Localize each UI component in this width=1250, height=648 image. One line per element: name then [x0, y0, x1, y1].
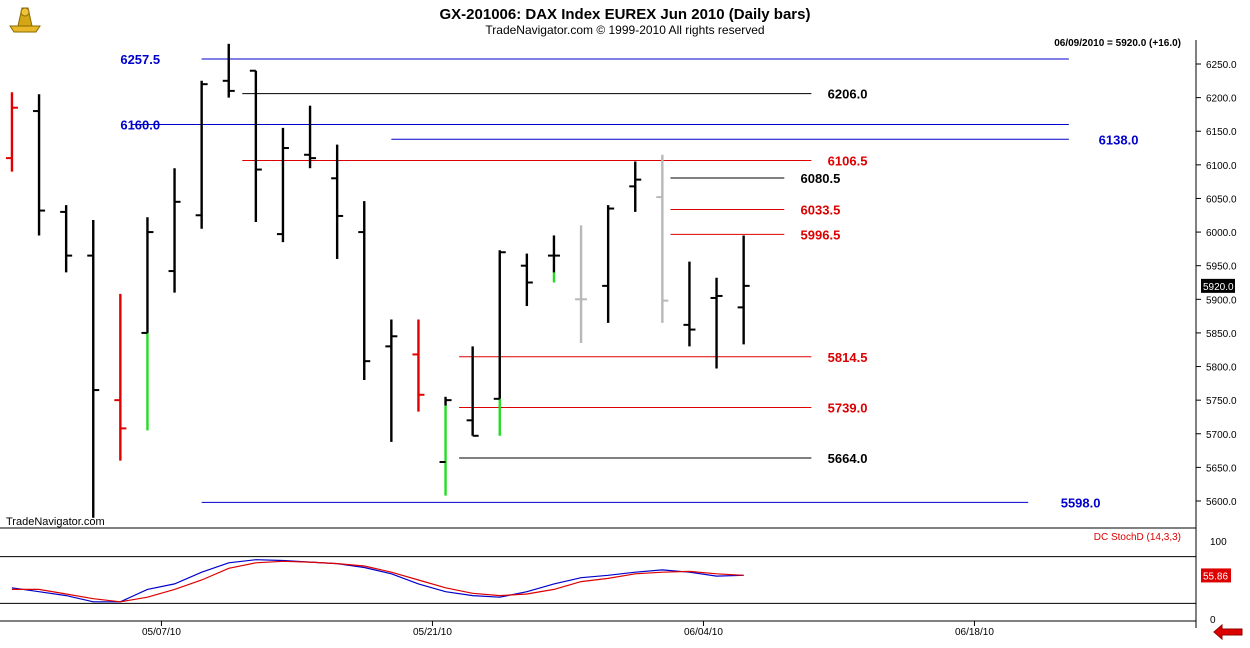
level-label: 6257.5	[120, 52, 160, 67]
price-tick-label: 6150.0	[1206, 127, 1237, 138]
scroll-left-button[interactable]	[1208, 623, 1248, 641]
stoch-tick-label: 0	[1210, 615, 1216, 626]
time-tick-label: 05/07/10	[142, 627, 181, 638]
ohlc-bar	[656, 154, 669, 323]
arrow-left-icon	[1213, 623, 1243, 641]
ohlc-bar	[304, 105, 317, 169]
level-label: 5664.0	[828, 451, 868, 466]
price-tick-label: 6100.0	[1206, 161, 1237, 172]
level-label: 5598.0	[1061, 495, 1101, 510]
price-tick-label: 5900.0	[1206, 295, 1237, 306]
price-tick-label: 5750.0	[1206, 396, 1237, 407]
price-pane: 6250.0 6200.0 6150.0 6100.0 6050.0 6000.0 5950…	[5, 43, 1237, 518]
ohlc-bar	[520, 253, 533, 307]
chart-title: GX-201006: DAX Index EUREX Jun 2010 (Dai…	[440, 6, 811, 23]
level-label: 6138.0	[1099, 132, 1139, 147]
ohlc-bar	[710, 277, 723, 369]
price-tick-label: 6200.0	[1206, 94, 1237, 105]
ohlc-bar	[439, 396, 452, 496]
ohlc-bar	[5, 92, 18, 172]
ohlc-bar	[168, 168, 181, 293]
last-price-box	[1201, 278, 1235, 293]
ohlc-bar	[331, 144, 344, 259]
price-tick-label: 5650.0	[1206, 463, 1237, 474]
time-axis: 05/07/10 05/21/10 06/04/10 06/18/10	[142, 621, 994, 638]
time-tick-label: 06/04/10	[684, 627, 723, 638]
level-label: 6206.0	[828, 87, 868, 102]
app-logo[interactable]	[9, 7, 41, 33]
ohlc-bar	[602, 205, 615, 323]
ohlc-bar	[141, 217, 154, 431]
stoch-line-pct-d	[11, 560, 744, 603]
ohlc-bar	[683, 261, 696, 347]
price-tick-label: 6050.0	[1206, 194, 1237, 205]
level-label: 6080.5	[801, 171, 841, 186]
ohlc-bar	[466, 346, 479, 437]
stoch-last-box	[1201, 568, 1231, 583]
ohlc-bar	[575, 225, 588, 344]
last-quote-text: 06/09/2010 = 5920.0 (+16.0)	[1054, 38, 1181, 49]
price-tick-label: 5700.0	[1206, 430, 1237, 441]
price-tick-label: 5600.0	[1206, 497, 1237, 508]
price-tick-label: 6250.0	[1206, 60, 1237, 71]
ohlc-bar	[87, 219, 100, 518]
level-label: 5996.5	[801, 227, 841, 242]
level-label: 6033.5	[801, 203, 841, 218]
level-label: 6106.5	[828, 153, 868, 168]
ohlc-bar	[33, 94, 46, 236]
watermark-text: TradeNavigator.com	[6, 516, 105, 528]
ohlc-bar	[412, 319, 425, 412]
level-label: 5739.0	[828, 401, 868, 416]
ohlc-bar	[385, 319, 398, 442]
stochastic-pane: 100 0 DC StochD (14,3,3) 55.86	[0, 532, 1231, 626]
time-tick-label: 06/18/10	[955, 627, 994, 638]
ohlc-bar	[737, 235, 750, 345]
ohlc-bar	[249, 69, 262, 222]
price-tick-label: 5950.0	[1206, 262, 1237, 273]
ohlc-bar	[629, 161, 642, 212]
level-label: 5814.5	[828, 350, 868, 365]
ohlc-bar	[547, 235, 560, 283]
time-tick-label: 05/21/10	[413, 627, 452, 638]
ohlc-bar	[493, 250, 506, 436]
stoch-line-pct-k	[11, 559, 744, 603]
last-price-label: 5920.0	[1203, 282, 1234, 293]
ohlc-bar	[60, 205, 73, 273]
level-label: 6160.0	[120, 118, 160, 133]
ohlc-bar	[358, 201, 371, 380]
ohlc-bar	[114, 293, 127, 461]
copyright-text: TradeNavigator.com © 1999-2010 All right…	[485, 23, 764, 37]
price-tick-label: 5850.0	[1206, 329, 1237, 340]
price-tick-label: 6000.0	[1206, 228, 1237, 239]
ohlc-bar	[222, 43, 235, 98]
price-tick-label: 5800.0	[1206, 363, 1237, 374]
stoch-title: DC StochD (14,3,3)	[1094, 532, 1181, 543]
stoch-last-label: 55.86	[1203, 571, 1228, 582]
ohlc-bar	[276, 127, 289, 243]
ohlc-bar	[195, 80, 208, 229]
stoch-tick-label: 100	[1210, 537, 1227, 548]
